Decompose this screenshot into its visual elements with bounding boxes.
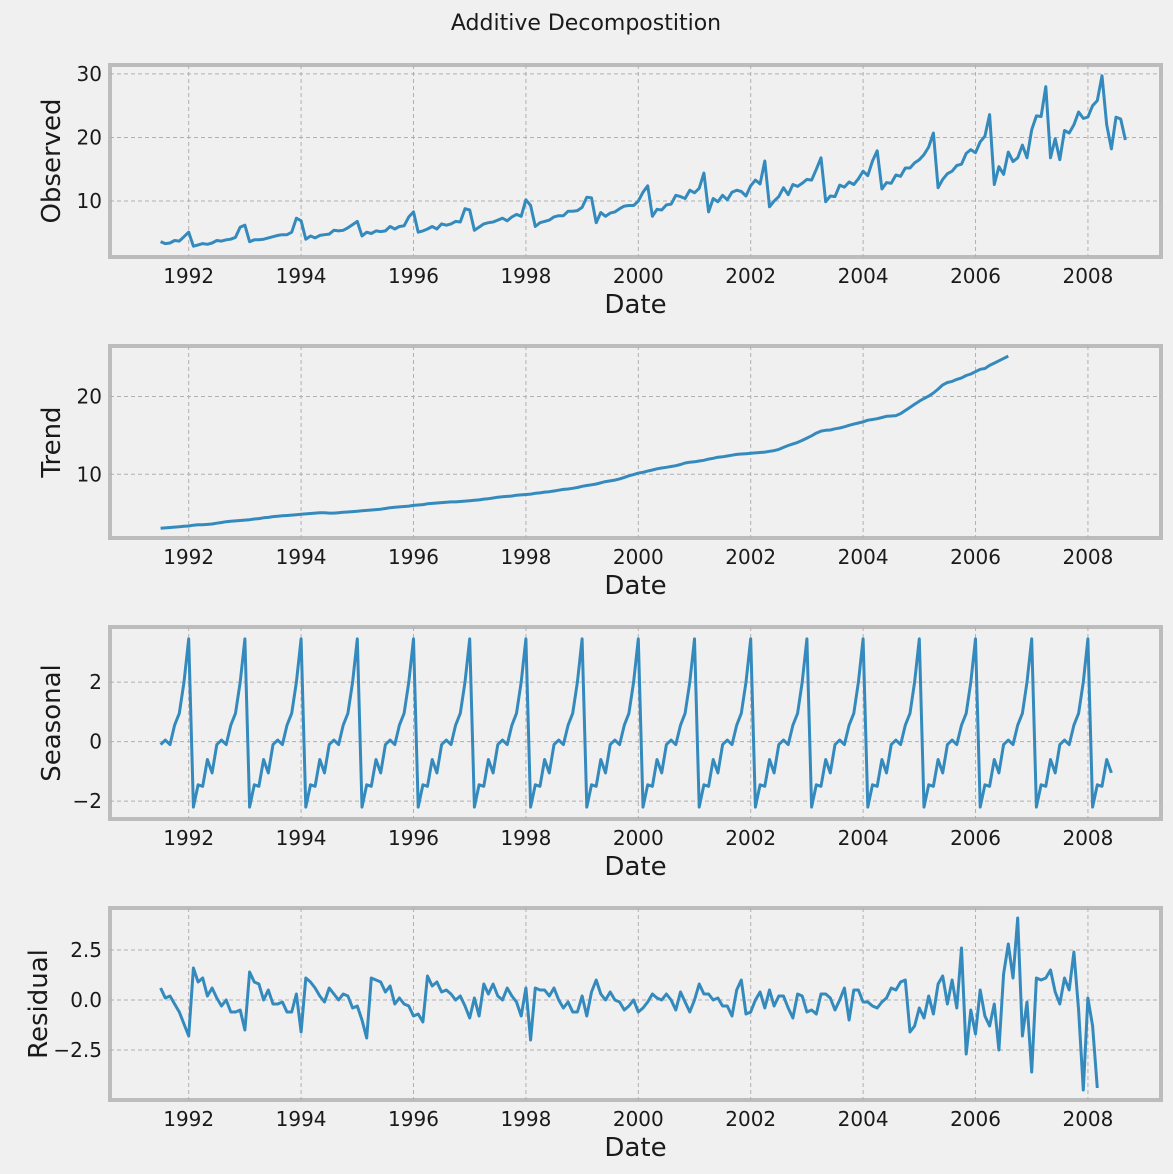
- observed-ytick-label: 30: [77, 62, 102, 86]
- trend-xtick-label: 2000: [613, 545, 664, 569]
- seasonal-panel: 1992 1994 1996 1998 2000 2002 2004 2006 2008 −2 0 2…: [37, 625, 1163, 882]
- trend-ylabel: Trend: [37, 406, 67, 478]
- trend-xlabel: Date: [604, 571, 666, 601]
- seasonal-ytick-label: −2: [73, 789, 102, 813]
- trend-xtick-label: 1998: [500, 545, 551, 569]
- observed-panel: 1992 1994 1996 1998 2000 2002 2004 2006 2008 10 20…: [37, 62, 1163, 320]
- observed-plot-area: [108, 63, 1163, 259]
- trend-ytick-label: 10: [77, 462, 102, 486]
- residual-xtick-label: 1998: [500, 1107, 551, 1131]
- observed-ytick-label: 20: [77, 125, 102, 149]
- residual-xtick-label: 1994: [276, 1107, 327, 1131]
- residual-xtick-label: 2002: [725, 1107, 776, 1131]
- residual-series-line: [159, 916, 1099, 1092]
- seasonal-xtick-label: 1996: [388, 826, 439, 850]
- trend-ytick-label: 20: [77, 385, 102, 409]
- trend-xtick-label: 2004: [838, 545, 889, 569]
- residual-xtick-label: 1992: [163, 1107, 214, 1131]
- seasonal-xtick-label: 2004: [838, 826, 889, 850]
- observed-xtick-label: 2008: [1062, 264, 1113, 288]
- seasonal-xtick-label: 1992: [163, 826, 214, 850]
- trend-series-line: [160, 354, 1009, 530]
- observed-xtick-label: 1996: [388, 264, 439, 288]
- observed-xtick-label: 2004: [838, 264, 889, 288]
- observed-xtick-label: 1994: [276, 264, 327, 288]
- trend-xtick-label: 2002: [725, 545, 776, 569]
- seasonal-xtick-label: 2008: [1062, 826, 1113, 850]
- trend-xtick-label: 2008: [1062, 545, 1113, 569]
- observed-xlabel: Date: [604, 290, 666, 320]
- observed-xtick-label: 1992: [163, 264, 214, 288]
- seasonal-xtick-label: 1994: [276, 826, 327, 850]
- trend-xtick-label: 1994: [276, 545, 327, 569]
- observed-ytick-label: 10: [77, 189, 102, 213]
- trend-xtick-label: 1996: [388, 545, 439, 569]
- observed-xtick-label: 1998: [500, 264, 551, 288]
- observed-xtick-label: 2002: [725, 264, 776, 288]
- observed-ylabel: Observed: [37, 98, 67, 223]
- seasonal-xlabel: Date: [604, 852, 666, 882]
- residual-ytick-label: 0.0: [70, 988, 102, 1012]
- figure-title: Additive Decompostition: [451, 11, 721, 36]
- residual-ytick-label: 2.5: [70, 938, 102, 962]
- trend-xtick-label: 1992: [163, 545, 214, 569]
- trend-panel: 1992 1994 1996 1998 2000 2002 2004 2006 2008 10 20…: [37, 344, 1163, 601]
- seasonal-ytick-label: 2: [89, 670, 102, 694]
- seasonal-xtick-label: 1998: [500, 826, 551, 850]
- trend-plot-area: [108, 344, 1163, 540]
- seasonal-ytick-label: 0: [89, 730, 102, 754]
- seasonal-xtick-label: 2006: [950, 826, 1001, 850]
- residual-xtick-label: 2004: [838, 1107, 889, 1131]
- residual-xlabel: Date: [604, 1133, 666, 1163]
- seasonal-xtick-label: 2000: [613, 826, 664, 850]
- observed-xtick-label: 2006: [950, 264, 1001, 288]
- residual-xtick-label: 2008: [1062, 1107, 1113, 1131]
- residual-xtick-label: 2006: [950, 1107, 1001, 1131]
- residual-ylabel: Residual: [24, 949, 54, 1059]
- residual-panel: 1992 1994 1996 1998 2000 2002 2004 2006 2008 −2.5…: [24, 906, 1163, 1163]
- seasonal-series-line: [159, 637, 1113, 809]
- residual-ytick-label: −2.5: [53, 1038, 102, 1062]
- trend-xtick-label: 2006: [950, 545, 1001, 569]
- seasonal-xtick-label: 2002: [725, 826, 776, 850]
- observed-xtick-label: 2000: [613, 264, 664, 288]
- seasonal-ylabel: Seasonal: [37, 664, 67, 782]
- residual-xtick-label: 2000: [613, 1107, 664, 1131]
- residual-xtick-label: 1996: [388, 1107, 439, 1131]
- observed-series-line: [160, 74, 1127, 248]
